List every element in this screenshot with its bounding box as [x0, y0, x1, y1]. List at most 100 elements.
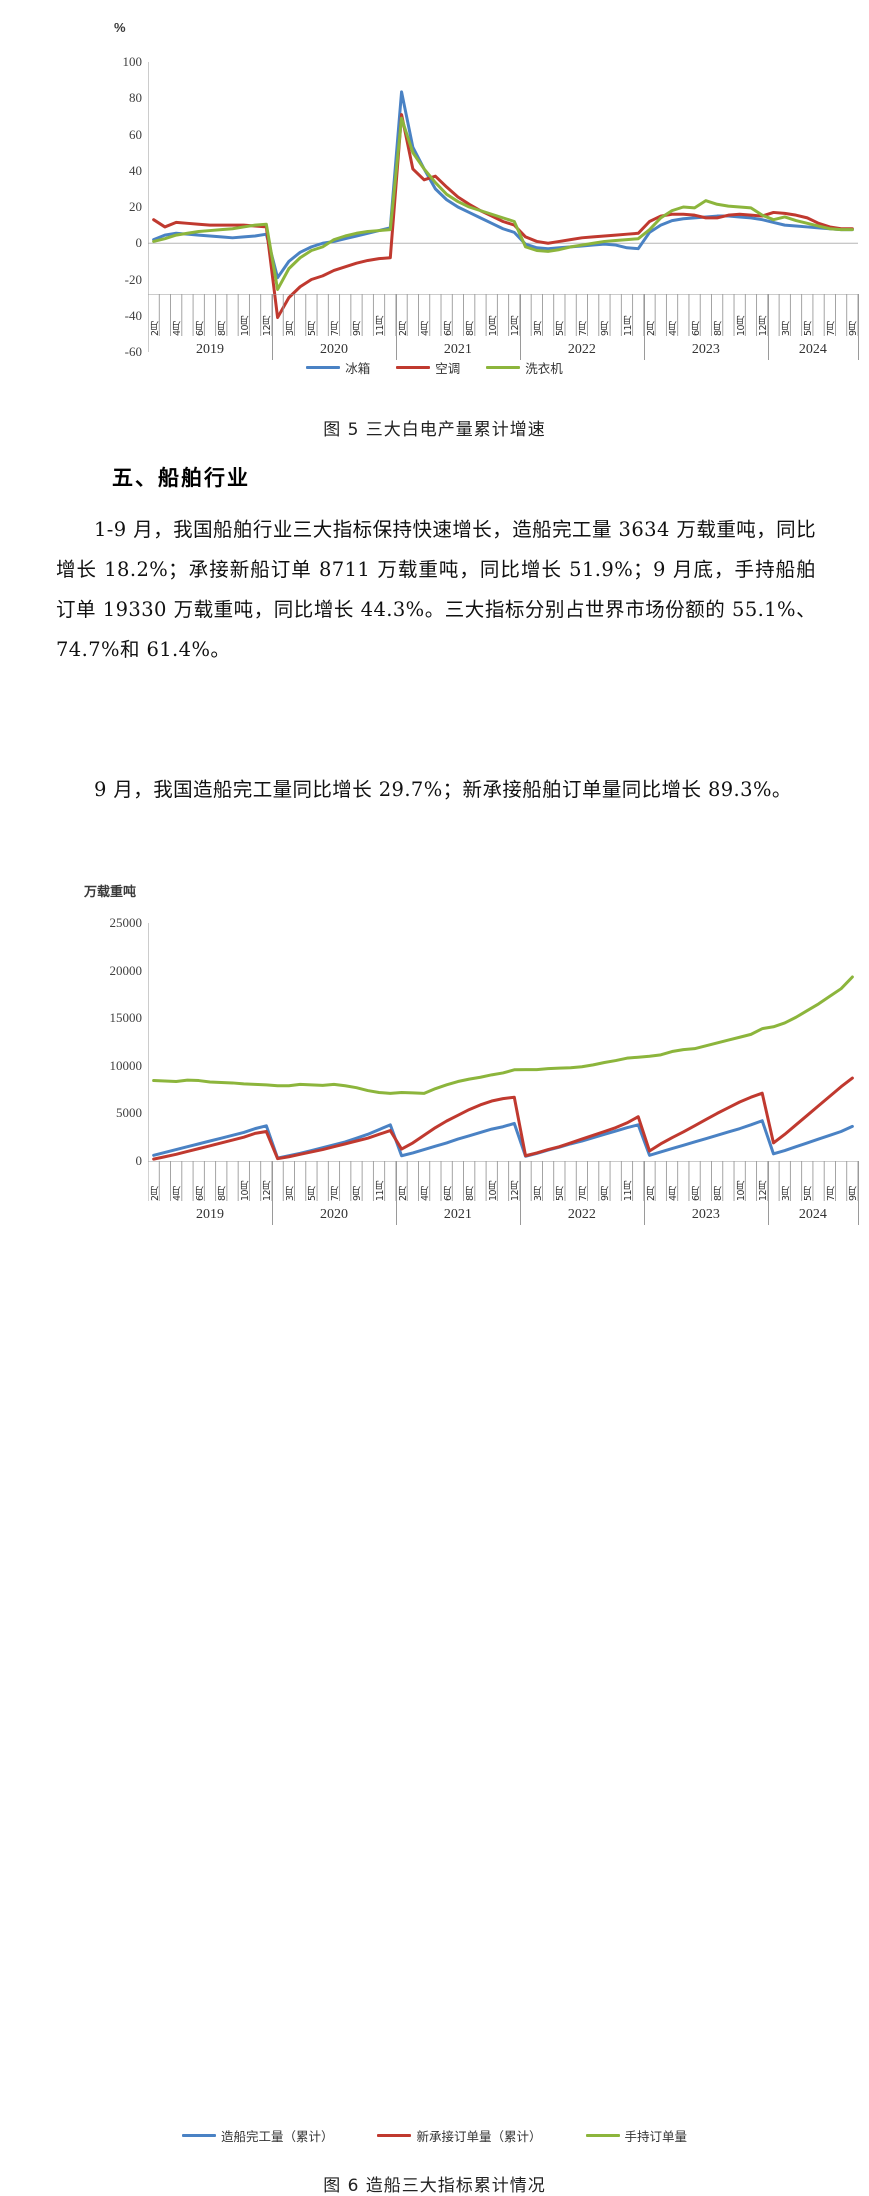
- x-tick-label: 10月: [735, 1180, 747, 1201]
- year-label: 2024: [798, 1207, 827, 1222]
- x-tick-label: 8月: [217, 1186, 229, 1201]
- x-tick-label: 5月: [555, 1186, 567, 1201]
- year-separator: [271, 1161, 273, 1225]
- figure6-chart: 万载重吨 25000 20000 15000 10000 5000 0 2月 4月 6月 8月 1…: [0, 878, 869, 2196]
- year-separator: [271, 294, 273, 360]
- year-separator: [767, 1161, 769, 1225]
- x-tick-label: 8月: [465, 1186, 477, 1201]
- f5-svg-tick-ladder: [148, 294, 859, 336]
- figure5-legend: 冰箱 空调 洗衣机: [0, 358, 869, 377]
- legend-swatch-green: [486, 365, 521, 370]
- x-tick-label: 2月: [397, 1186, 409, 1201]
- x-tick-label: 7月: [577, 321, 589, 336]
- x-tick-label: 3月: [780, 1186, 792, 1201]
- legend-label-xiyiji: 洗衣机: [525, 361, 563, 376]
- year-label: 2022: [567, 342, 596, 357]
- x-tick-label: 2月: [645, 321, 657, 336]
- x-tick-label: 7月: [825, 1186, 837, 1201]
- figure5-plot-area: [148, 62, 858, 352]
- x-tick-label: 9月: [600, 1186, 612, 1201]
- year-separator: [519, 1161, 521, 1225]
- legend-item-xiyiji: 洗衣机: [486, 358, 563, 377]
- x-tick-label: 9月: [848, 321, 860, 336]
- legend-label-neworders: 新承接订单量（累计）: [416, 2129, 542, 2144]
- x-tick-label: 8月: [713, 1186, 725, 1201]
- x-tick-label: 7月: [577, 1186, 589, 1201]
- x-tick-label: 4月: [420, 1186, 432, 1201]
- legend-swatch-blue-2: [181, 2133, 216, 2138]
- legend-swatch-blue: [306, 365, 341, 370]
- year-label: 2023: [691, 342, 720, 357]
- x-tick-label: 11月: [375, 1180, 387, 1201]
- x-tick-label: 3月: [532, 321, 544, 336]
- figure5-caption: 图 5 三大白电产量累计增速: [323, 420, 546, 440]
- x-tick-label: 5月: [307, 321, 319, 336]
- year-separator: [395, 1161, 397, 1225]
- year-label: 2021: [443, 342, 472, 357]
- y-tick-label: -60: [124, 344, 142, 359]
- year-label: 2019: [195, 1207, 224, 1222]
- x-tick-label: 5月: [803, 321, 815, 336]
- year-label: 2019: [195, 342, 224, 357]
- x-tick-label: 7月: [329, 321, 341, 336]
- year-separator: [519, 294, 521, 360]
- x-tick-label: 11月: [375, 315, 387, 336]
- x-tick-label: 6月: [690, 321, 702, 336]
- paragraph-2-text: 9 月，我国造船完工量同比增长 29.7%；新承接船舶订单量同比增长 89.3%…: [94, 778, 792, 801]
- x-tick-label: 8月: [713, 321, 725, 336]
- x-tick-label: 6月: [690, 1186, 702, 1201]
- x-tick-label: 12月: [262, 1180, 274, 1201]
- year-separator: [643, 1161, 645, 1225]
- legend-swatch-red-2: [377, 2133, 412, 2138]
- x-tick-label: 7月: [825, 321, 837, 336]
- section-heading: 五、船舶行业: [112, 466, 250, 490]
- year-separator: [767, 294, 769, 360]
- year-separator: [643, 294, 645, 360]
- y-tick-label: 40: [129, 162, 142, 178]
- x-tick-label: 6月: [442, 321, 454, 336]
- y-tick-label: 5000: [116, 1105, 142, 1121]
- y-tick-label: 80: [129, 90, 142, 106]
- x-tick-label: 10月: [487, 315, 499, 336]
- y-tick-label: 0: [135, 235, 143, 251]
- year-label: 2023: [691, 1207, 720, 1222]
- x-tick-label: 11月: [622, 315, 634, 336]
- y-tick-label: 20: [129, 199, 142, 214]
- y-tick-label: 100: [122, 54, 143, 69]
- x-tick-label: 10月: [735, 315, 747, 336]
- x-tick-label: 4月: [172, 1186, 184, 1201]
- x-tick-label: 7月: [329, 1186, 341, 1201]
- figure5-chart: % 100 80 60 40 20 0 -20 -40 -60 2月 4月 6月 8月 10月 12月 3月…: [0, 0, 869, 440]
- year-label: 2020: [319, 342, 348, 357]
- figure5-y-unit-label: %: [114, 20, 126, 35]
- legend-item-neworders: 新承接订单量（累计）: [377, 2126, 542, 2145]
- year-label: 2020: [319, 1207, 348, 1222]
- legend-item-bingxiang: 冰箱: [306, 358, 370, 377]
- y-tick-label: -40: [124, 307, 142, 323]
- x-tick-label: 12月: [510, 315, 522, 336]
- x-tick-label: 10月: [487, 1180, 499, 1201]
- figure6-legend: 造船完工量（累计） 新承接订单量（累计） 手持订单量: [0, 2126, 869, 2145]
- x-tick-label: 12月: [510, 1180, 522, 1201]
- legend-label-completed: 造船完工量（累计）: [220, 2129, 334, 2144]
- x-tick-label: 3月: [532, 1186, 544, 1201]
- x-tick-label: 4月: [172, 321, 184, 336]
- x-tick-label: 4月: [420, 321, 432, 336]
- legend-swatch-red: [396, 365, 431, 370]
- x-tick-label: 3月: [284, 1186, 296, 1201]
- x-tick-label: 2月: [645, 1186, 657, 1201]
- x-tick-label: 2月: [149, 1186, 161, 1201]
- figure6-y-unit-label: 万载重吨: [84, 885, 137, 900]
- x-tick-label: 2月: [149, 321, 161, 336]
- figure6-plot-area: [148, 923, 854, 1161]
- x-tick-label: 3月: [284, 321, 296, 336]
- x-tick-label: 12月: [758, 1180, 770, 1201]
- y-tick-label: 25000: [109, 915, 143, 930]
- x-tick-label: 11月: [622, 1180, 634, 1201]
- f6-svg-tick-ladder: [148, 1161, 859, 1201]
- year-label: 2022: [567, 1207, 596, 1222]
- x-tick-label: 6月: [442, 1186, 454, 1201]
- x-tick-label: 4月: [668, 1186, 680, 1201]
- y-tick-label: 20000: [109, 962, 143, 978]
- x-tick-label: 9月: [352, 321, 364, 336]
